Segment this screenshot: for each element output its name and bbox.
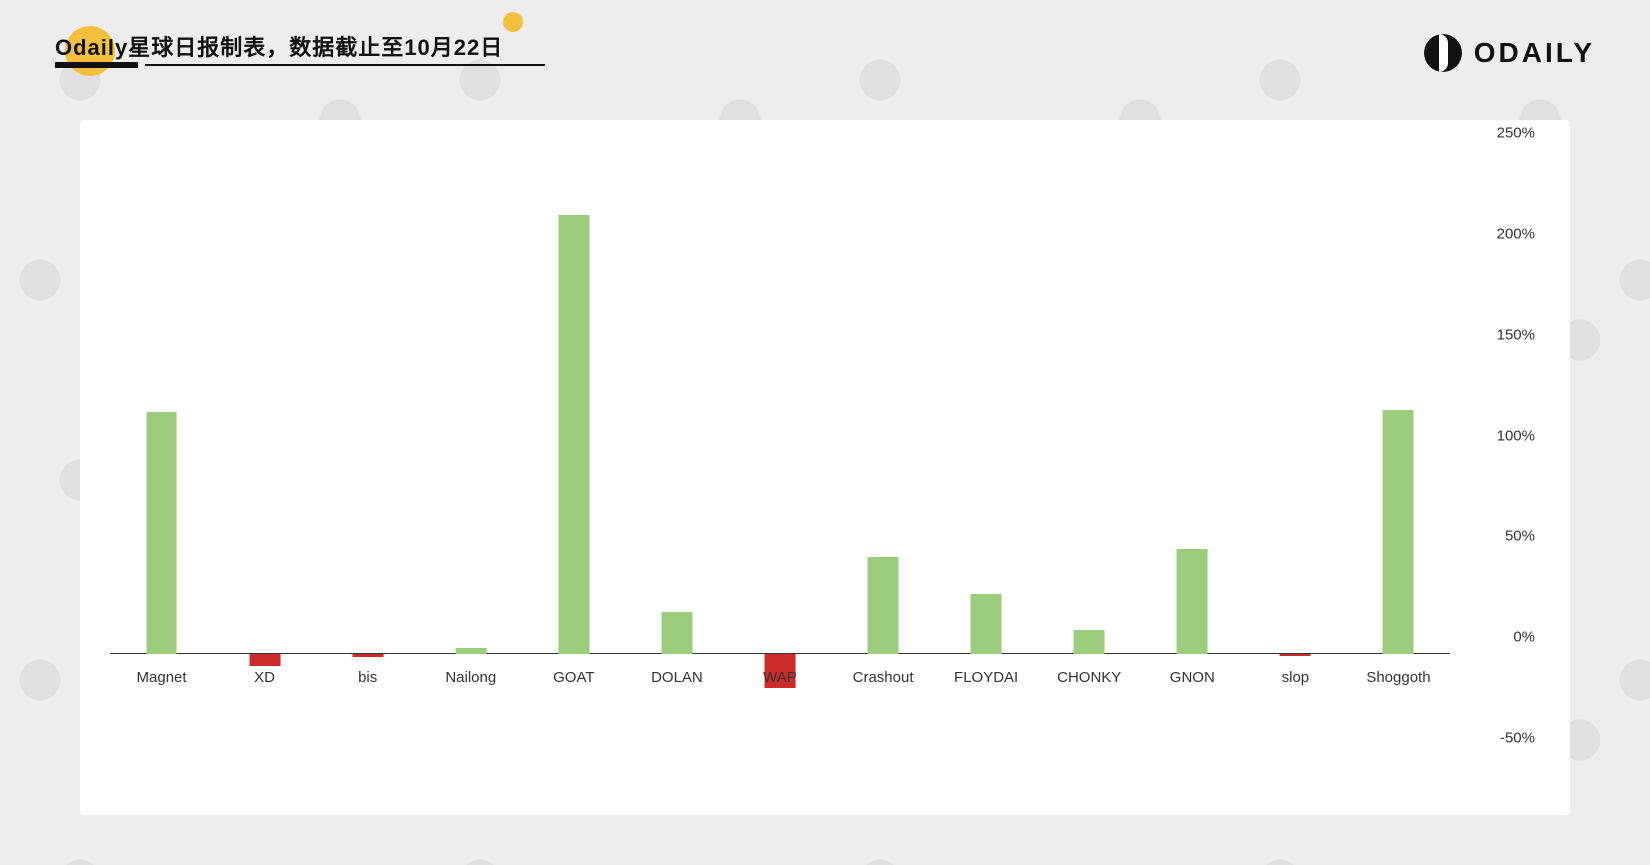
x-axis-category-label: CHONKY [1057,669,1121,686]
title-underline-thin [145,64,545,66]
bar-slot: DOLAN [625,150,728,755]
bar-slot: GNON [1141,150,1244,755]
page-header: Odaily星球日报制表，数据截止至10月22日 ODAILY [0,30,1650,100]
y-axis-tick-label: 250% [1497,125,1535,142]
bar [1280,654,1311,656]
x-axis-category-label: DOLAN [651,669,703,686]
x-axis-category-label: XD [254,669,275,686]
bar [558,215,589,655]
bar-slot: Crashout [832,150,935,755]
x-axis-category-label: Shoggoth [1366,669,1430,686]
brand-text: ODAILY [1474,37,1595,69]
bar [1074,630,1105,654]
bar-slot: bis [316,150,419,755]
y-axis-tick-label: -50% [1500,730,1535,747]
x-axis-category-label: bis [358,669,377,686]
x-axis-category-label: Nailong [445,669,496,686]
x-axis-category-label: GOAT [553,669,594,686]
y-axis-tick-label: 50% [1505,528,1535,545]
chart-panel: -50% 0% 50% 100% 150% 200% 250% Magnet XD bis Nail… [80,120,1570,815]
odaily-logo-icon [1424,34,1462,72]
bar [868,557,899,654]
bar [971,594,1002,655]
x-axis-category-label: WAP [763,669,797,686]
bar-slot: GOAT [522,150,625,755]
bar [146,412,177,654]
bar-slot: CHONKY [1038,150,1141,755]
x-axis-category-label: GNON [1170,669,1215,686]
x-axis-category-label: slop [1282,669,1310,686]
bar [661,612,692,654]
bar-slot: FLOYDAI [935,150,1038,755]
bar [249,654,280,666]
page-title: Odaily星球日报制表，数据截止至10月22日 [55,30,503,62]
y-axis-tick-label: 200% [1497,225,1535,242]
bar-slot: Shoggoth [1347,150,1450,755]
bar-slot: XD [213,150,316,755]
y-axis-tick-label: 0% [1513,629,1535,646]
bar-slot: Nailong [419,150,522,755]
bar [352,654,383,657]
brand-block: ODAILY [1424,34,1595,72]
title-block: Odaily星球日报制表，数据截止至10月22日 [55,30,503,62]
chart-plot-area: -50%0%50%100%150%200%250%MagnetXDbisNail… [110,150,1450,755]
title-underline-bold [55,62,138,68]
y-axis-tick-label: 150% [1497,326,1535,343]
y-axis-tick-label: 100% [1497,427,1535,444]
bar-slot: Magnet [110,150,213,755]
x-axis-category-label: Crashout [853,669,914,686]
x-axis-category-label: FLOYDAI [954,669,1018,686]
bar-slot: WAP [728,150,831,755]
accent-circle-small [503,12,523,32]
bar [1383,410,1414,654]
bar [455,648,486,654]
x-axis-category-label: Magnet [137,669,187,686]
bar [1177,549,1208,654]
bar-slot: slop [1244,150,1347,755]
